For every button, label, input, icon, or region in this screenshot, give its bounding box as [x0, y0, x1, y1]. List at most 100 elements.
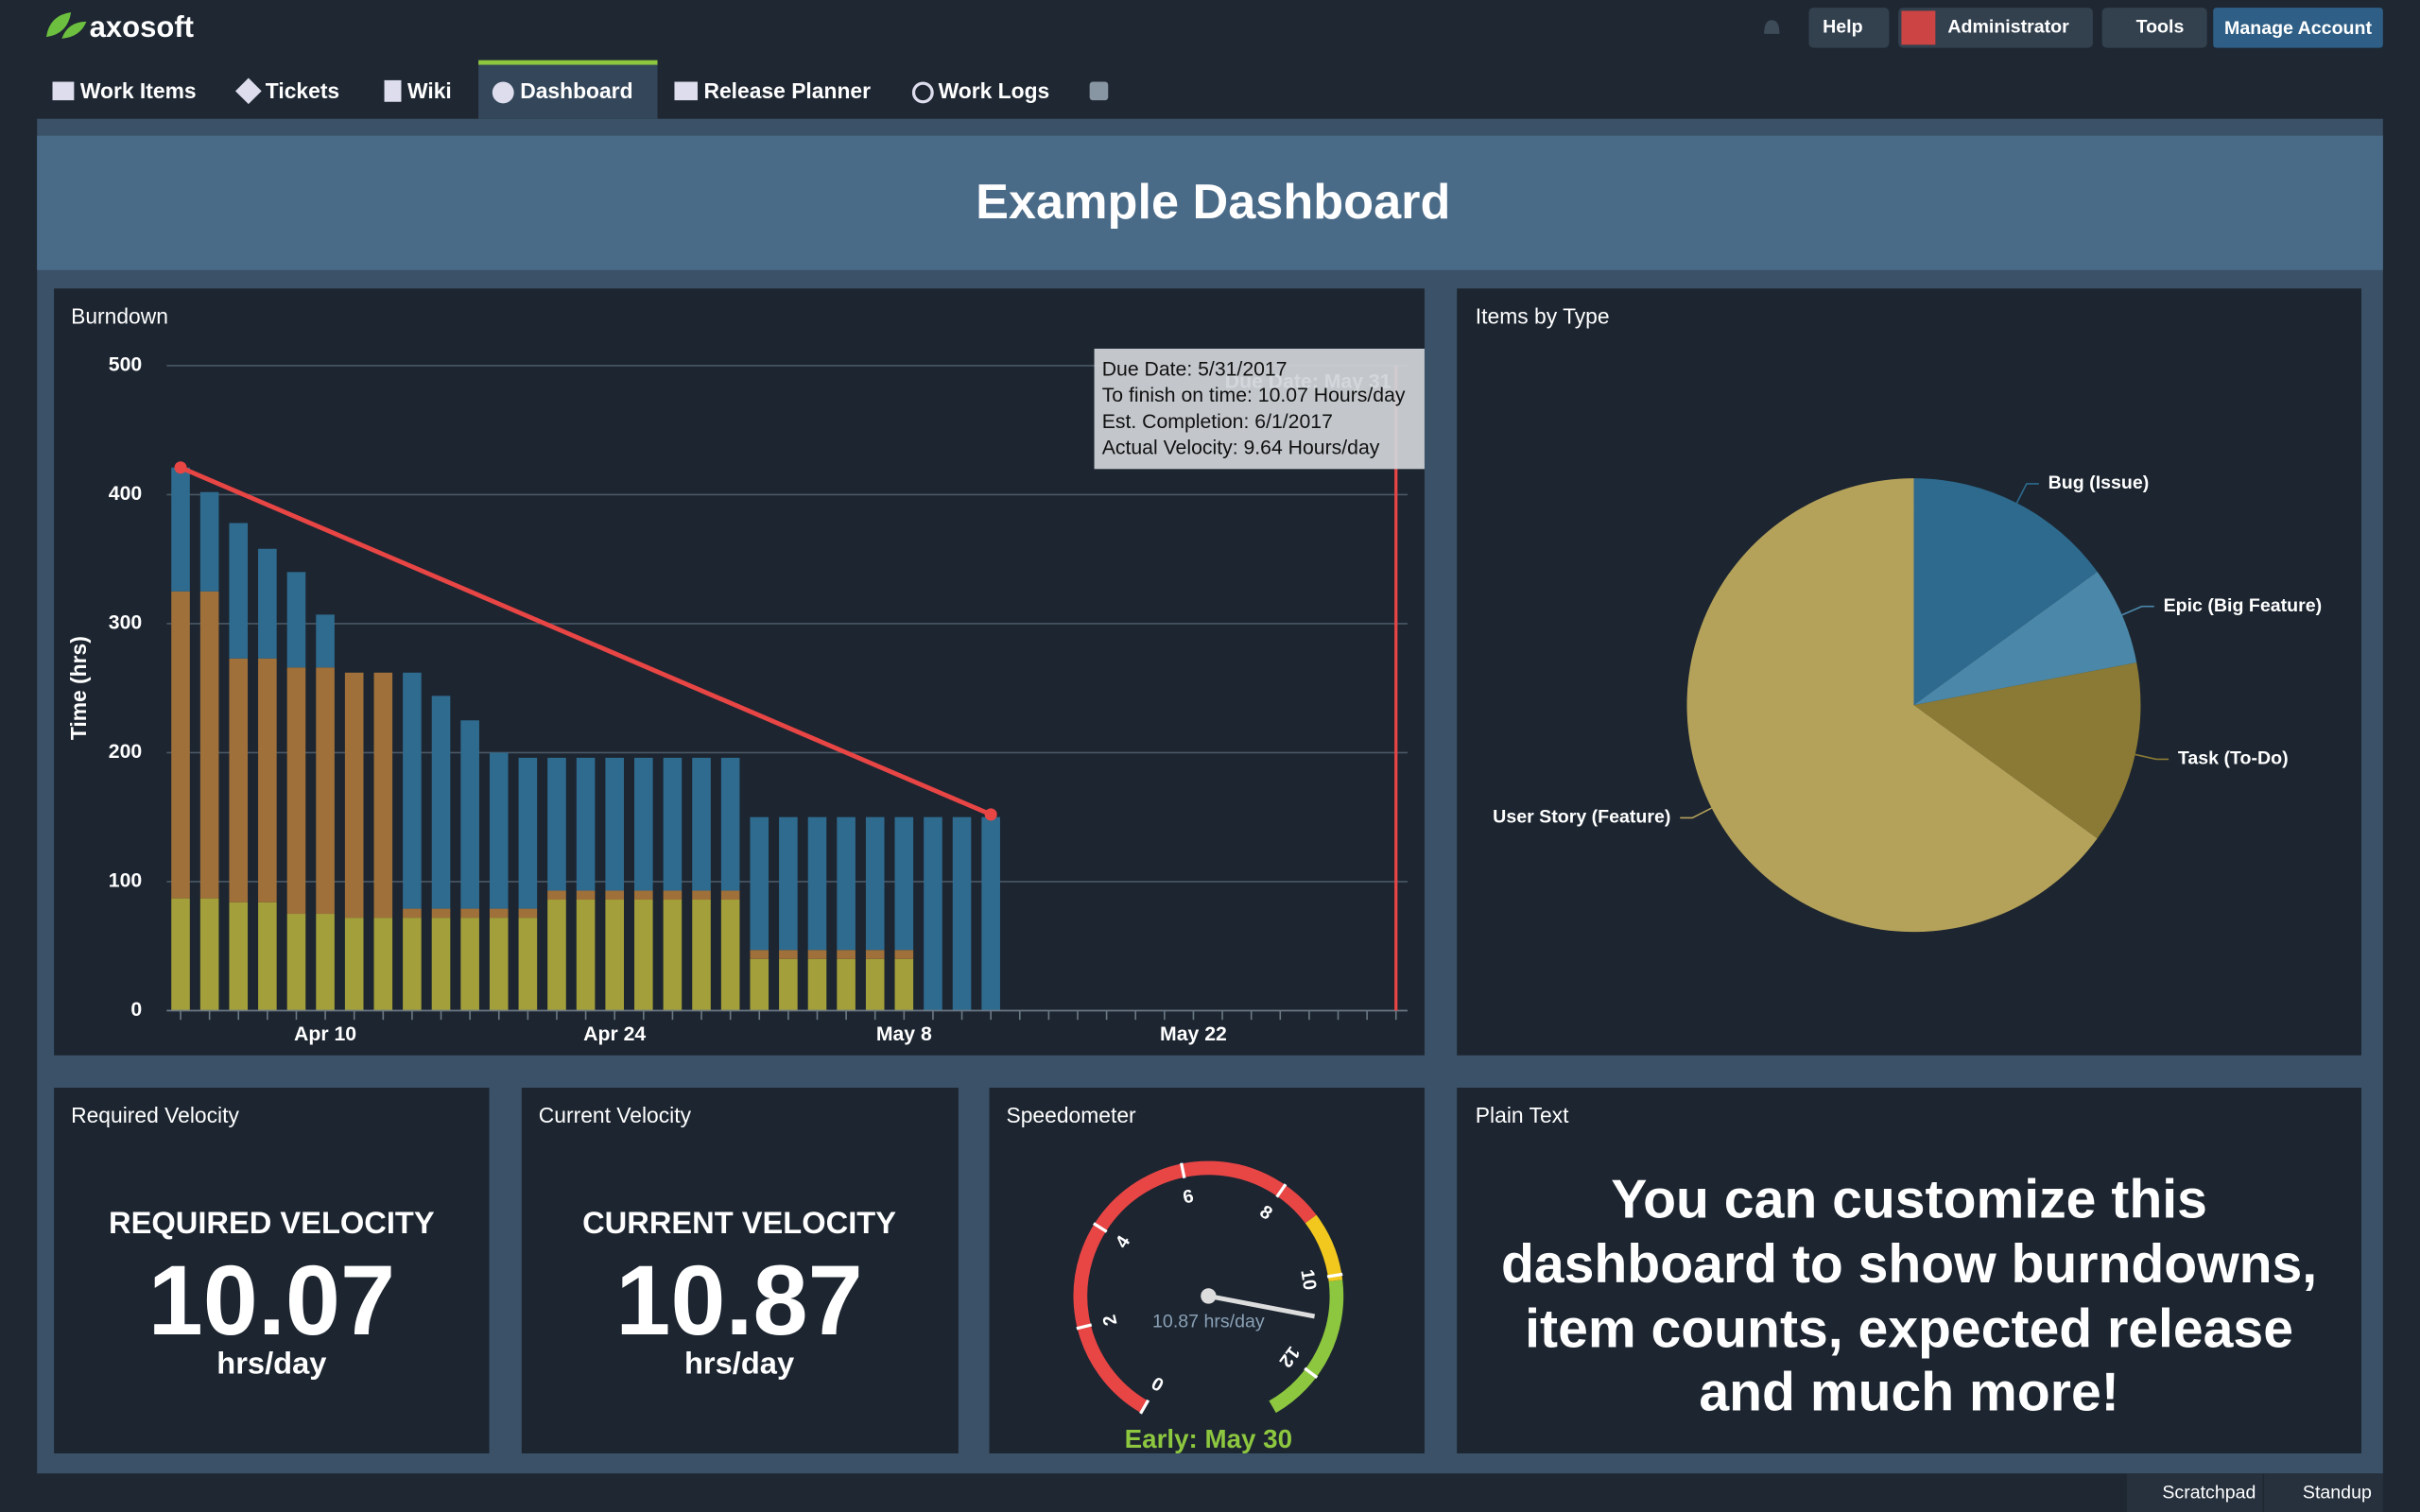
bar-segment — [489, 908, 509, 919]
bar-segment — [460, 918, 479, 1011]
bar-segment — [720, 900, 740, 1011]
gauge-tick-label: 6 — [1181, 1186, 1195, 1209]
bar-segment — [634, 890, 653, 901]
user-label[interactable]: Administrator — [1947, 17, 2069, 38]
ideal-point — [984, 808, 997, 821]
velocity-unit: hrs/day — [684, 1346, 794, 1381]
tools-label[interactable]: Tools — [2136, 17, 2185, 38]
velocity-heading: REQUIRED VELOCITY — [109, 1205, 435, 1240]
title-band — [37, 135, 2383, 270]
bar-segment — [199, 491, 219, 592]
bar-segment — [779, 958, 798, 1011]
logo[interactable]: axosoft — [90, 10, 194, 43]
bar-segment — [286, 572, 306, 668]
plain-text: item counts, expected release — [1525, 1299, 2293, 1360]
bar-segment — [894, 958, 914, 1011]
help-button[interactable] — [1808, 8, 1890, 48]
bar-segment — [518, 918, 538, 1011]
scratchpad-button[interactable] — [2126, 1473, 2263, 1512]
plain-text: and much more! — [1699, 1363, 2118, 1423]
tab[interactable]: Wiki — [407, 78, 452, 103]
bar-segment — [547, 757, 566, 891]
standup-button[interactable] — [2264, 1473, 2383, 1512]
y-tick-label: 100 — [109, 870, 142, 892]
active-tab-bar — [478, 60, 658, 65]
tab-icon — [384, 79, 402, 102]
bar-segment — [229, 523, 249, 659]
tooltip-line: Est. Completion: 6/1/2017 — [1102, 411, 1333, 433]
tab[interactable]: Work Items — [80, 78, 197, 103]
panel — [1457, 1088, 2361, 1453]
pie-slice — [1913, 662, 2141, 839]
widget-title: Required Velocity — [71, 1103, 239, 1127]
bar-segment — [403, 908, 422, 919]
bar-segment — [634, 900, 653, 1011]
bar-segment — [316, 667, 335, 915]
manage-account-label[interactable]: Manage Account — [2224, 18, 2372, 39]
tab-icon — [492, 81, 514, 104]
add-tab[interactable] — [1089, 81, 1109, 101]
pie-label: User Story (Feature) — [1493, 807, 1670, 828]
velocity-value: 10.07 — [148, 1246, 395, 1356]
x-tick-label: May 8 — [876, 1023, 932, 1045]
y-tick-label: 200 — [109, 741, 142, 763]
gauge-tick — [1076, 1323, 1093, 1331]
bar-segment — [750, 816, 769, 951]
gauge-tick — [1093, 1222, 1108, 1233]
bar-segment — [547, 900, 566, 1011]
bar-segment — [171, 591, 190, 899]
gauge-tick — [1304, 1366, 1319, 1380]
help-label[interactable]: Help — [1823, 17, 1862, 38]
pie-slice — [1913, 572, 2137, 706]
user-button[interactable] — [1898, 8, 2093, 48]
gauge-subtitle: Early: May 30 — [1125, 1424, 1292, 1453]
velocity-heading: CURRENT VELOCITY — [582, 1205, 896, 1240]
footer-label[interactable]: Scratchpad — [2162, 1483, 2256, 1503]
plain-text: You can customize this — [1611, 1170, 2207, 1230]
bar-segment — [865, 958, 885, 1011]
bar-segment — [518, 908, 538, 919]
bar-segment — [837, 950, 856, 959]
bar-segment — [199, 591, 219, 899]
bar-segment — [924, 816, 942, 1011]
bar-segment — [489, 918, 509, 1011]
bell-icon[interactable] — [1764, 20, 1780, 34]
bar-segment — [750, 950, 769, 959]
tab-icon — [52, 81, 75, 101]
bar-segment — [807, 816, 827, 951]
bar-segment — [692, 890, 711, 901]
bar-segment — [431, 918, 451, 1011]
tab[interactable]: Work Logs — [939, 78, 1050, 103]
leader-line — [1680, 807, 1713, 819]
bar-segment — [605, 890, 624, 901]
bar-segment — [605, 900, 624, 1011]
bar-segment — [547, 890, 566, 901]
gauge-hub — [1201, 1288, 1217, 1304]
bar-segment — [199, 898, 219, 1011]
panel — [54, 1088, 490, 1453]
bar-segment — [403, 918, 422, 1011]
tab[interactable]: Tickets — [266, 78, 339, 103]
gauge-tick — [1275, 1183, 1288, 1198]
gauge-tick-label: 10 — [1296, 1268, 1320, 1292]
bar-segment — [316, 914, 335, 1011]
x-tick-label: Apr 24 — [583, 1023, 646, 1045]
bar-segment — [460, 908, 479, 919]
tab[interactable]: Dashboard — [520, 78, 632, 103]
widget-title: Speedometer — [1006, 1103, 1136, 1127]
footer-label[interactable]: Standup — [2303, 1483, 2372, 1503]
bar-segment — [837, 958, 856, 1011]
bar-segment — [807, 958, 827, 1011]
bar-segment — [229, 658, 249, 902]
dashboard-title: Example Dashboard — [976, 175, 1450, 230]
bar-segment — [576, 890, 596, 901]
manage-account-button[interactable] — [2213, 8, 2383, 48]
tooltip-line: To finish on time: 10.07 Hours/day — [1102, 385, 1406, 406]
bar-segment — [952, 816, 972, 1011]
panel — [989, 1088, 1425, 1453]
bar-segment — [894, 950, 914, 959]
bar-segment — [373, 672, 393, 919]
tab[interactable]: Release Planner — [703, 78, 871, 103]
tools-button[interactable] — [2101, 8, 2207, 48]
tab-icon — [674, 81, 698, 101]
